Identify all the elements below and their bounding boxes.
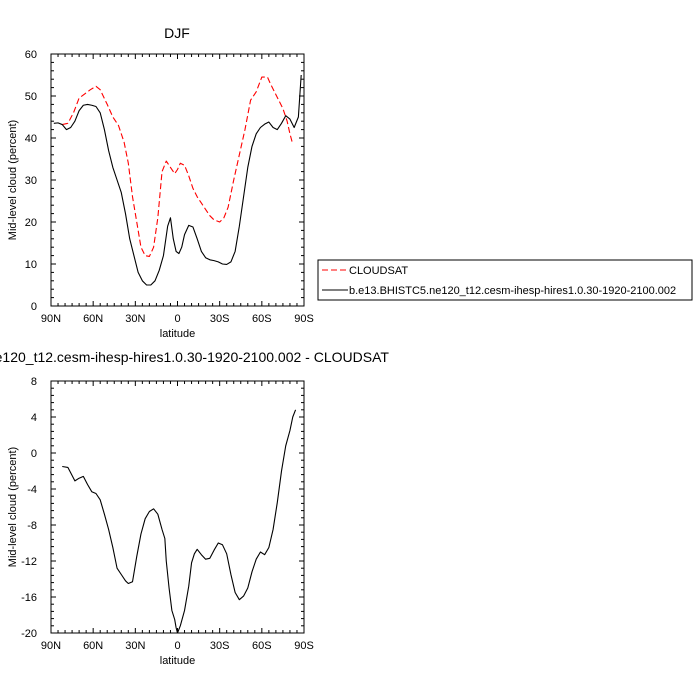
chart-title: DJF — [164, 25, 190, 41]
x-tick-label: 30S — [210, 640, 230, 652]
y-tick-label: -16 — [21, 592, 37, 604]
legend-label: CLOUDSAT — [349, 265, 408, 277]
y-axis-label: Mid-level cloud (percent) — [7, 447, 19, 567]
y-tick-label: 60 — [25, 49, 37, 61]
x-tick-label: 90N — [41, 313, 61, 325]
x-tick-label: 30N — [125, 313, 145, 325]
chart-panel-1: DJF 90N 60N 30N 0 30S 60S 90S 0 10 20 30 40 50 60 latit… — [7, 25, 693, 340]
y-tick-label: 0 — [31, 448, 37, 460]
y-tick-label: 10 — [25, 259, 37, 271]
y-tick-label: 4 — [31, 412, 37, 424]
y-tick-label: -4 — [27, 484, 37, 496]
x-tick-label: 90S — [294, 313, 314, 325]
x-tick-label: 60N — [83, 640, 103, 652]
x-tick-label: 30S — [210, 313, 230, 325]
chart-title: C5.ne120_t12.cesm-ihesp-hires1.0.30-1920… — [0, 349, 389, 365]
plot-frame — [50, 380, 305, 634]
y-tick-label: 20 — [25, 217, 37, 229]
series-line-1 — [62, 76, 294, 257]
series-line-1 — [62, 409, 297, 633]
x-tick-label: 90N — [41, 640, 61, 652]
y-tick-label: 0 — [31, 301, 37, 313]
y-tick-label: -12 — [21, 556, 37, 568]
legend: CLOUDSAT b.e13.BHISTC5.ne120_t12.cesm-ihe… — [317, 259, 693, 301]
y-tick-label: 50 — [25, 91, 37, 103]
y-tick-label: 30 — [25, 175, 37, 187]
y-tick-label: -8 — [27, 520, 37, 532]
x-tick-label: 60S — [252, 313, 272, 325]
chart-panel-2: C5.ne120_t12.cesm-ihesp-hires1.0.30-1920… — [0, 349, 389, 667]
series-line-2 — [53, 74, 302, 286]
x-tick-label: 60N — [83, 313, 103, 325]
y-tick-label: 40 — [25, 133, 37, 145]
x-tick-label: 30N — [125, 640, 145, 652]
x-tick-label: 0 — [174, 640, 180, 652]
legend-label: b.e13.BHISTC5.ne120_t12.cesm-ihesp-hires… — [349, 285, 676, 297]
y-tick-label: 8 — [31, 376, 37, 388]
x-tick-label: 60S — [252, 640, 272, 652]
plot-frame — [50, 53, 305, 307]
y-axis-label: Mid-level cloud (percent) — [7, 120, 19, 240]
legend-box — [317, 259, 693, 301]
x-axis-label: latitude — [160, 655, 195, 667]
x-tick-label: 0 — [174, 313, 180, 325]
y-tick-label: -20 — [21, 628, 37, 640]
x-axis-label: latitude — [160, 328, 195, 340]
x-tick-label: 90S — [294, 640, 314, 652]
